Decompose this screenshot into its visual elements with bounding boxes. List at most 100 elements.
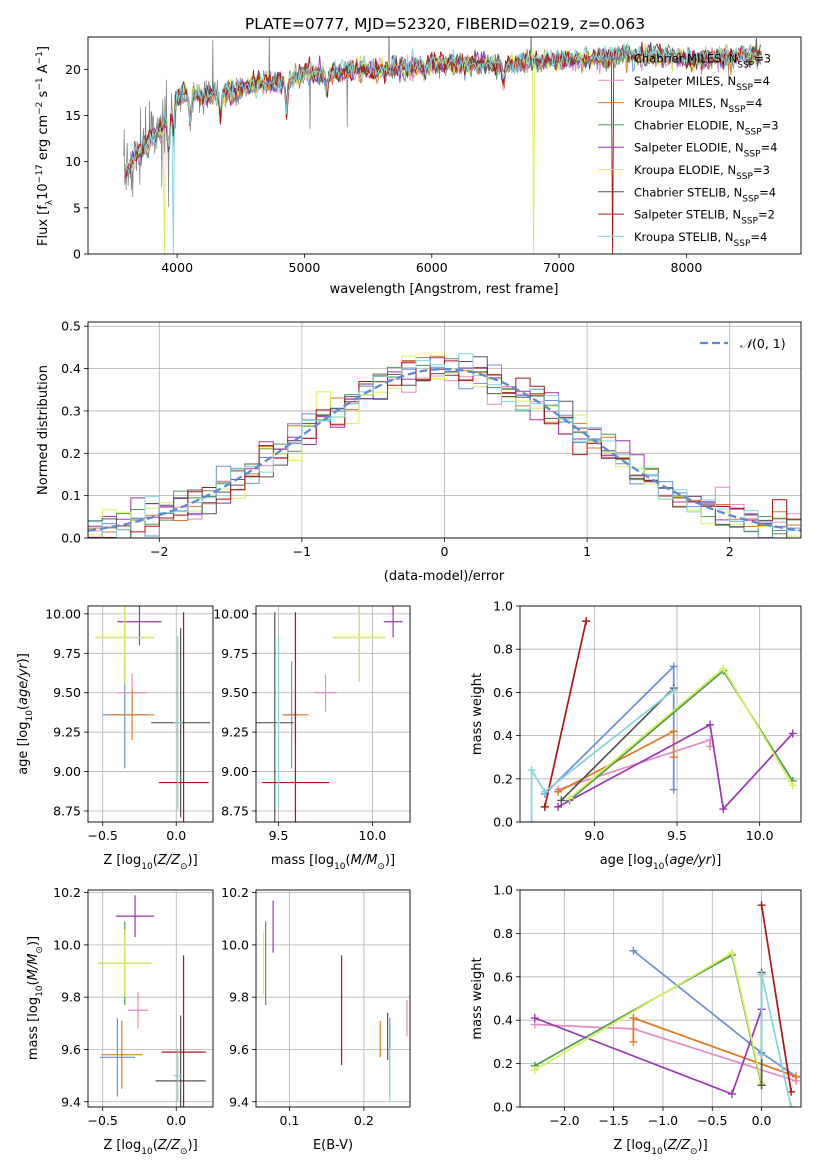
weight-marker [629, 1014, 638, 1023]
axes-frame [87, 889, 214, 1108]
Z-weight-plot-area [530, 901, 801, 1107]
x-tick-label: 0.0 [166, 1113, 186, 1128]
y-tick-label: 0.4 [61, 361, 81, 376]
chart-Z-age: −0.5 0.0 8.75 9.00 9.25 9.50 9.75 10.00 Z [log10… [16, 605, 214, 872]
legend-label: Kroupa MILES, NSSP=4 [634, 96, 762, 115]
y-tick-label: 9.8 [229, 990, 249, 1005]
weight-marker [669, 686, 678, 695]
weight-marker [727, 1089, 736, 1098]
x-tick-label: −1.0 [648, 1113, 678, 1128]
weight-marker [540, 802, 549, 811]
weight-marker [669, 662, 678, 671]
y-tick-label: 10.0 [221, 937, 249, 952]
y-tick-label: 9.75 [221, 646, 249, 661]
weight-marker [582, 617, 591, 626]
legend-label: Salpeter STELIB, NSSP=2 [634, 208, 775, 227]
weight-line [557, 723, 794, 811]
weight-marker [669, 785, 678, 794]
Z-mass-plot-area [98, 895, 206, 1107]
x-tick-label: 0.1 [280, 1113, 300, 1128]
chart-age-weight: 9.0 9.5 10.0 0.0 0.2 0.4 0.6 0.8 1.0 age [log10(a… [470, 599, 802, 872]
y-tick-label: 1.0 [493, 599, 513, 614]
y-tick-label: 9.4 [229, 1094, 249, 1109]
y-tick-label: 0.4 [493, 1013, 513, 1028]
axes-frame [519, 889, 802, 1108]
legend-label: Kroupa ELODIE, NSSP=3 [634, 163, 770, 182]
y-tick-label: 0.8 [493, 642, 513, 657]
weight-marker [527, 818, 536, 822]
x-axis-label: Z [log10(Z/Z⊙)] [613, 1138, 707, 1157]
weight-marker [719, 805, 728, 814]
y-axis-label: mass weight [470, 673, 485, 755]
y-tick-label: 9.75 [53, 646, 81, 661]
Z-age-plot-area [95, 606, 211, 822]
axes-frame [87, 36, 802, 255]
residuals-plot-area [88, 353, 801, 538]
y-tick-label: 0.4 [493, 728, 513, 743]
legend-label: Salpeter MILES, NSSP=4 [634, 74, 770, 93]
y-tick-label: 9.50 [53, 685, 81, 700]
weight-line [632, 1016, 797, 1078]
y-tick-label: 15 [65, 108, 81, 123]
y-tick-label: 0.1 [61, 488, 81, 503]
weight-line [557, 738, 711, 791]
y-tick-label: 10 [65, 154, 81, 169]
mass-age-plot-area [256, 606, 403, 822]
Z-mass-grid [88, 890, 213, 1107]
x-tick-label: 4000 [161, 260, 193, 275]
y-tick-label: 9.25 [221, 725, 249, 740]
weight-line [543, 620, 587, 808]
y-axis-label: age [log10(age/yr)] [16, 653, 35, 775]
y-tick-label: 8.75 [53, 803, 81, 818]
x-tick-label: 10.0 [746, 828, 774, 843]
y-tick-label: 10.2 [53, 885, 81, 900]
weight-marker [757, 970, 766, 979]
y-axis-label: Normed distribution [36, 365, 51, 495]
weight-marker [792, 1072, 801, 1081]
x-tick-label: −0.5 [697, 1113, 727, 1128]
chart-residuals: −2 −1 0 1 2 0.0 0.1 0.2 0.3 0.4 0.5 𝒩(0, 1) (data-mo… [36, 319, 802, 584]
x-axis-label: E(B-V) [313, 1138, 353, 1153]
y-tick-label: 0.6 [493, 969, 513, 984]
x-tick-label: 9.5 [269, 828, 289, 843]
x-tick-label: −2.0 [549, 1113, 579, 1128]
x-tick-label: 6000 [416, 260, 448, 275]
Z-age-grid [88, 606, 213, 822]
weight-line [560, 687, 675, 802]
y-tick-label: 0 [73, 247, 81, 262]
x-axis-label: wavelength [Angstrom, rest frame] [330, 282, 559, 297]
x-tick-label: 10.0 [359, 828, 387, 843]
x-tick-label: 9.5 [667, 828, 687, 843]
weight-marker [788, 781, 797, 790]
weight-marker [669, 727, 678, 736]
y-tick-label: 0.2 [61, 446, 81, 461]
x-tick-label: −0.5 [88, 1113, 118, 1128]
x-axis-label: (data-model)/error [384, 569, 505, 584]
x-tick-label: 0.2 [354, 1113, 374, 1128]
axes-frame [255, 605, 411, 823]
y-tick-label: 0.0 [493, 815, 513, 830]
weight-marker [727, 948, 736, 957]
y-tick-label: 9.25 [53, 725, 81, 740]
spectrum-legend: Chabrier MILES, NSSP=3 Salpeter MILES, NS… [598, 52, 779, 249]
legend-label: 𝒩(0, 1) [740, 336, 786, 351]
y-tick-label: 0.2 [493, 771, 513, 786]
weight-marker [788, 729, 797, 738]
weight-marker [530, 1014, 539, 1023]
y-tick-label: 10.0 [53, 937, 81, 952]
axes-frame [87, 605, 214, 823]
legend-label: Chabrier MILES, NSSP=3 [634, 52, 771, 71]
ebv-mass-plot-area [262, 900, 408, 1102]
x-tick-label: −1.5 [598, 1113, 628, 1128]
x-tick-label: 5000 [289, 260, 321, 275]
y-tick-label: 0.5 [61, 319, 81, 334]
x-tick-label: 2 [726, 544, 734, 559]
legend-label: Salpeter ELODIE, NSSP=4 [634, 141, 777, 160]
y-axis-label: mass [log10(M/M⊙)] [26, 936, 45, 1060]
y-tick-label: 5 [73, 200, 81, 215]
spectrum-model-line [125, 41, 761, 254]
x-tick-label: 0.0 [752, 1113, 772, 1128]
weight-line [760, 905, 792, 1092]
histogram-step [88, 353, 801, 538]
weight-marker [554, 802, 563, 811]
